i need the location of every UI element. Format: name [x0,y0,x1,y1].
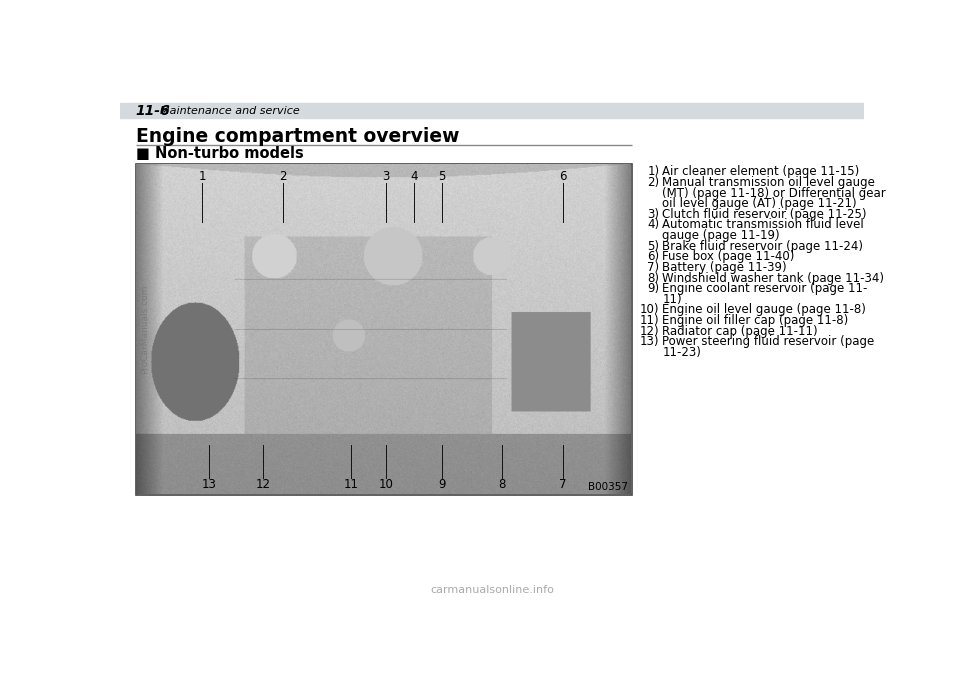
Bar [120,103,864,119]
Text: 8): 8) [647,272,660,285]
Text: Power steering fluid reservoir (page: Power steering fluid reservoir (page [662,336,875,348]
Text: 9): 9) [647,282,660,295]
Text: carmanualsonline.info: carmanualsonline.info [430,584,554,595]
Text: 11): 11) [662,293,683,306]
Text: 7: 7 [560,477,566,491]
Text: gauge (page 11-19): gauge (page 11-19) [662,229,780,242]
Text: 11-23): 11-23) [662,346,702,359]
Text: 6): 6) [647,250,660,263]
Text: 6: 6 [560,170,566,183]
Text: Engine coolant reservoir (page 11-: Engine coolant reservoir (page 11- [662,282,868,295]
Text: Battery (page 11-39): Battery (page 11-39) [662,261,787,274]
Text: Air cleaner element (page 11-15): Air cleaner element (page 11-15) [662,165,860,178]
Text: 9: 9 [438,477,445,491]
Text: Fuse box (page 11-40): Fuse box (page 11-40) [662,250,795,263]
Text: 8: 8 [498,477,506,491]
Text: 7): 7) [647,261,660,274]
Text: (MT) (page 11-18) or Differential gear: (MT) (page 11-18) or Differential gear [662,186,886,199]
Text: 1: 1 [199,170,206,183]
Text: Clutch fluid reservoir (page 11-25): Clutch fluid reservoir (page 11-25) [662,207,867,221]
Text: 4: 4 [411,170,418,183]
Text: Automatic transmission fluid level: Automatic transmission fluid level [662,218,864,231]
Text: 13): 13) [640,336,660,348]
Text: 11): 11) [639,314,660,327]
Text: ■ Non-turbo models: ■ Non-turbo models [135,146,303,161]
Text: 12): 12) [639,325,660,338]
Text: 1): 1) [647,165,660,178]
Text: 11-6: 11-6 [135,104,170,117]
Text: 2: 2 [279,170,287,183]
Text: 3: 3 [382,170,390,183]
Text: 11: 11 [344,477,358,491]
Text: 4): 4) [647,218,660,231]
Text: 13: 13 [202,477,216,491]
Text: Engine oil level gauge (page 11-8): Engine oil level gauge (page 11-8) [662,304,866,317]
Text: Engine compartment overview: Engine compartment overview [135,127,459,146]
Text: 10: 10 [378,477,394,491]
Text: ProCarManuals.com: ProCarManuals.com [140,285,150,374]
Bar [135,164,632,495]
Text: 2): 2) [647,176,660,189]
Text: oil level gauge (AT) (page 11-21): oil level gauge (AT) (page 11-21) [662,197,857,210]
Text: 3): 3) [647,207,660,221]
Text: Radiator cap (page 11-11): Radiator cap (page 11-11) [662,325,818,338]
Text: 10): 10) [640,304,660,317]
Text: 5): 5) [647,239,660,253]
Text: Manual transmission oil level gauge: Manual transmission oil level gauge [662,176,876,189]
Text: Maintenance and service: Maintenance and service [160,106,300,116]
Text: Engine oil filler cap (page 11-8): Engine oil filler cap (page 11-8) [662,314,849,327]
Text: B00357: B00357 [588,482,629,492]
Text: 5: 5 [439,170,445,183]
Text: Windshield washer tank (page 11-34): Windshield washer tank (page 11-34) [662,272,884,285]
Text: Brake fluid reservoir (page 11-24): Brake fluid reservoir (page 11-24) [662,239,863,253]
Text: 12: 12 [256,477,271,491]
